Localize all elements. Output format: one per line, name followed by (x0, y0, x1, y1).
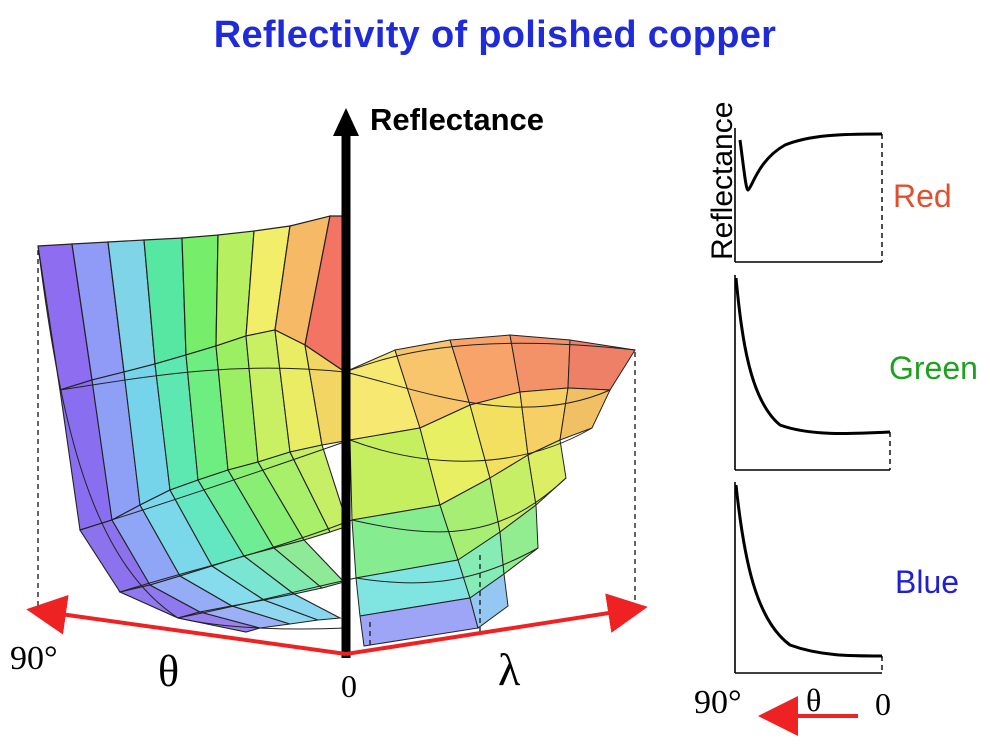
side-reflectance-label: Reflectance (706, 101, 739, 260)
reflectance-axis (333, 108, 359, 658)
surface-back-wall (37, 215, 346, 391)
theta-symbol: θ (158, 647, 180, 696)
side-plot-blue (734, 482, 883, 674)
side-angle-90-label: 90° (694, 684, 742, 721)
axis-arrowhead-icon (333, 108, 359, 136)
surface-plot (37, 215, 636, 647)
lambda-symbol: λ (498, 644, 521, 695)
channel-label-blue: Blue (895, 564, 960, 600)
red-axis-arrows (26, 593, 648, 656)
channel-label-red: Red (893, 178, 952, 214)
side-plot-green (734, 275, 891, 471)
origin-label: 0 (341, 668, 357, 704)
angle-90-label: 90° (10, 640, 58, 677)
side-angle-0-label: 0 (875, 686, 891, 722)
theta-arrow (26, 594, 347, 656)
channel-label-green: Green (889, 350, 978, 386)
dashed-guides (37, 250, 636, 652)
side-theta-symbol: θ (806, 682, 822, 718)
reflectance-axis-label: Reflectance (370, 102, 545, 137)
surface-bowl (59, 329, 351, 633)
lambda-arrow (345, 593, 648, 656)
side-plot-red (734, 128, 883, 263)
surface-lambda-side (344, 334, 636, 647)
page-title: Reflectivity of polished copper (213, 14, 777, 56)
